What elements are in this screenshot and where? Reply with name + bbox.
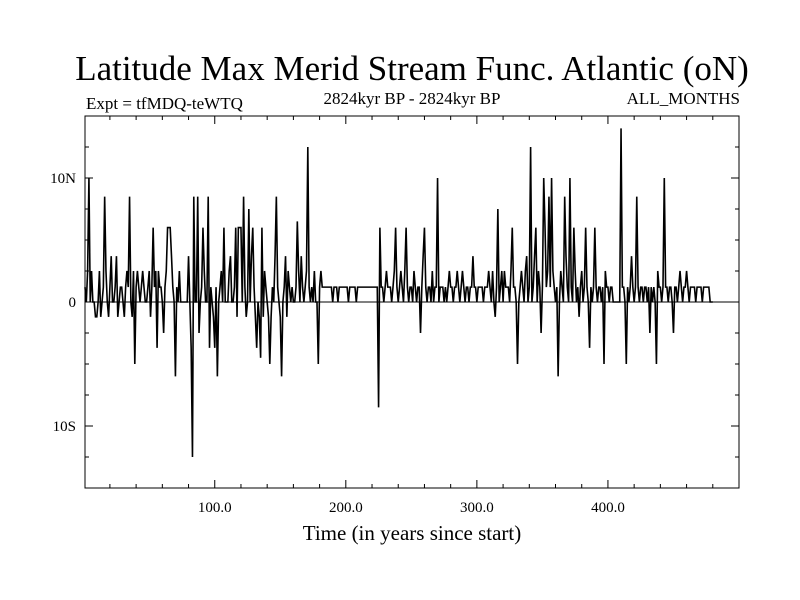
y-tick-label: 10S <box>53 419 76 435</box>
x-tick-label: 400.0 <box>591 500 625 516</box>
series-line <box>84 128 713 458</box>
y-tick-label: 0 <box>69 295 77 311</box>
x-axis-label: Time (in years since start) <box>303 521 522 545</box>
chart-subtitle-left: Expt = tfMDQ-teWTQ <box>86 94 243 113</box>
axis-tick-labels: 100.0 200.0 300.0 400.0 10N 0 10S <box>50 171 625 516</box>
y-tick-label: 10N <box>50 171 76 187</box>
chart-subtitle-right: ALL_MONTHS <box>627 89 740 108</box>
x-tick-label: 300.0 <box>460 500 494 516</box>
x-tick-label: 100.0 <box>198 500 232 516</box>
x-tick-label: 200.0 <box>329 500 363 516</box>
chart-subtitle-center: 2824kyr BP - 2824kyr BP <box>324 89 501 108</box>
chart-title: Latitude Max Merid Stream Func. Atlantic… <box>75 49 749 88</box>
